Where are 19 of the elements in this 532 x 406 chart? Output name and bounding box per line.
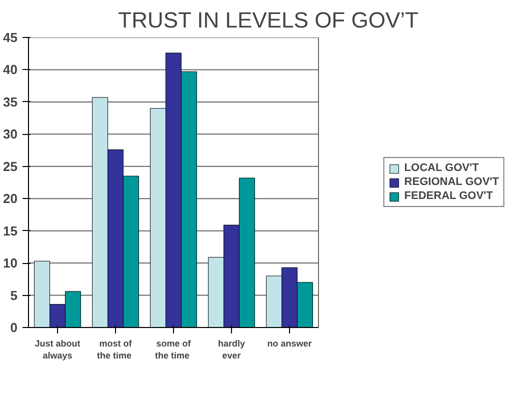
y-tick-label: 45 [3, 30, 18, 45]
y-tick-label: 0 [10, 320, 18, 335]
y-tick-label: 30 [3, 126, 18, 142]
legend-label: FEDERAL GOV'T [404, 190, 493, 202]
legend-label: REGIONAL GOV'T [404, 176, 499, 188]
y-tick-label: 40 [3, 62, 18, 78]
x-tick-label: most of the time [96, 338, 133, 360]
y-tick-label: 20 [3, 191, 18, 206]
x-tick-label: hardly ever [218, 338, 246, 360]
x-tick-label: no answer [267, 338, 312, 348]
chart-title: TRUST IN LEVELS OF GOV’T [118, 8, 418, 32]
x-tick-label: some of the time [154, 338, 192, 360]
y-tick-label: 5 [10, 288, 18, 303]
y-tick-label: 25 [3, 158, 18, 174]
y-tick-label: 10 [3, 256, 18, 271]
y-tick-label: 15 [3, 223, 18, 238]
y-tick-label: 35 [3, 94, 18, 110]
legend-label: LOCAL GOV'T [404, 162, 479, 174]
x-tick-label: Just about always [34, 338, 80, 360]
